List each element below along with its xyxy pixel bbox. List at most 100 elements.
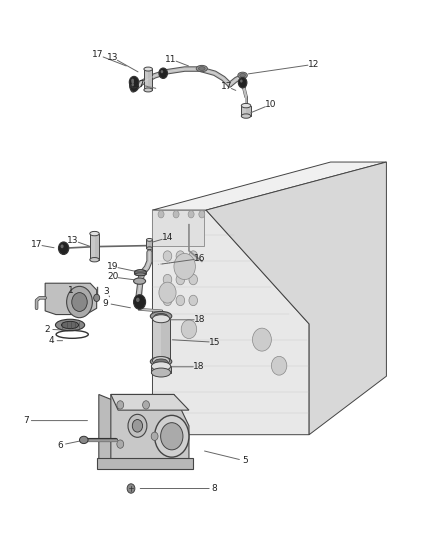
Ellipse shape: [146, 238, 152, 241]
Circle shape: [155, 415, 189, 457]
Ellipse shape: [155, 359, 167, 364]
Text: 11: 11: [165, 54, 177, 63]
Bar: [148, 69, 152, 90]
Circle shape: [252, 328, 272, 351]
Circle shape: [60, 245, 64, 248]
Circle shape: [131, 79, 134, 82]
Circle shape: [163, 295, 172, 306]
Circle shape: [130, 81, 138, 92]
Circle shape: [181, 320, 197, 338]
Circle shape: [176, 228, 185, 238]
Text: 3: 3: [104, 287, 110, 296]
Circle shape: [163, 251, 172, 261]
Circle shape: [189, 274, 198, 285]
Circle shape: [72, 293, 87, 311]
Bar: [152, 210, 204, 246]
Bar: [149, 240, 152, 248]
Text: 17: 17: [92, 51, 104, 60]
Circle shape: [161, 70, 163, 73]
Bar: [144, 69, 152, 90]
Ellipse shape: [90, 231, 99, 236]
Bar: [95, 233, 99, 260]
Circle shape: [189, 295, 198, 306]
Text: 20: 20: [107, 272, 118, 281]
Circle shape: [176, 251, 185, 261]
Ellipse shape: [80, 436, 88, 443]
Ellipse shape: [155, 313, 167, 319]
Circle shape: [143, 401, 149, 409]
Ellipse shape: [144, 88, 152, 92]
Polygon shape: [152, 162, 386, 210]
Circle shape: [129, 76, 139, 88]
Text: 9: 9: [103, 298, 109, 308]
Ellipse shape: [134, 278, 145, 284]
Text: 4: 4: [49, 336, 54, 345]
Text: 14: 14: [162, 233, 173, 243]
Ellipse shape: [152, 362, 171, 371]
Text: 8: 8: [212, 484, 218, 493]
Ellipse shape: [196, 66, 208, 71]
Bar: [90, 233, 99, 260]
Ellipse shape: [90, 257, 99, 262]
Ellipse shape: [240, 74, 245, 77]
Circle shape: [189, 228, 198, 238]
Ellipse shape: [134, 270, 146, 276]
Circle shape: [199, 211, 205, 218]
Circle shape: [117, 401, 124, 409]
Text: 15: 15: [209, 338, 220, 347]
Circle shape: [189, 251, 198, 261]
Ellipse shape: [150, 311, 172, 321]
Circle shape: [134, 295, 145, 309]
Ellipse shape: [144, 67, 152, 71]
Ellipse shape: [61, 321, 79, 329]
Text: 2: 2: [45, 325, 50, 334]
Bar: [146, 240, 152, 248]
Text: 13: 13: [67, 236, 79, 245]
Text: 17: 17: [31, 240, 42, 249]
Bar: [246, 106, 251, 116]
Text: 18: 18: [194, 316, 205, 324]
Circle shape: [163, 274, 172, 285]
Ellipse shape: [241, 103, 251, 108]
Text: 10: 10: [265, 100, 276, 109]
Circle shape: [240, 79, 243, 83]
Circle shape: [128, 414, 147, 437]
Text: 13: 13: [107, 53, 118, 62]
Circle shape: [174, 254, 195, 280]
Bar: [97, 458, 193, 469]
Text: 16: 16: [194, 254, 205, 263]
Text: 17: 17: [221, 82, 232, 91]
Circle shape: [117, 440, 124, 448]
Ellipse shape: [150, 357, 172, 366]
Bar: [161, 366, 171, 373]
Circle shape: [161, 423, 183, 450]
Circle shape: [163, 228, 172, 238]
Polygon shape: [111, 394, 189, 410]
Text: 12: 12: [308, 60, 319, 69]
Circle shape: [136, 297, 140, 302]
Circle shape: [132, 419, 143, 432]
Circle shape: [176, 295, 185, 306]
Circle shape: [176, 274, 185, 285]
Polygon shape: [45, 283, 97, 314]
Ellipse shape: [56, 319, 85, 331]
Bar: [152, 319, 170, 360]
Circle shape: [94, 294, 100, 302]
Circle shape: [173, 211, 179, 218]
Circle shape: [131, 83, 134, 86]
Bar: [161, 319, 170, 360]
Circle shape: [238, 77, 247, 88]
Bar: [152, 366, 171, 373]
Ellipse shape: [241, 114, 251, 118]
Ellipse shape: [152, 368, 171, 377]
Text: 7: 7: [23, 416, 29, 425]
Polygon shape: [99, 394, 118, 467]
Text: 18: 18: [193, 362, 205, 372]
Ellipse shape: [238, 72, 247, 78]
Ellipse shape: [152, 357, 170, 365]
Circle shape: [151, 432, 158, 440]
Ellipse shape: [198, 67, 205, 70]
Text: 5: 5: [242, 456, 247, 465]
Circle shape: [67, 286, 92, 318]
Circle shape: [130, 78, 138, 89]
